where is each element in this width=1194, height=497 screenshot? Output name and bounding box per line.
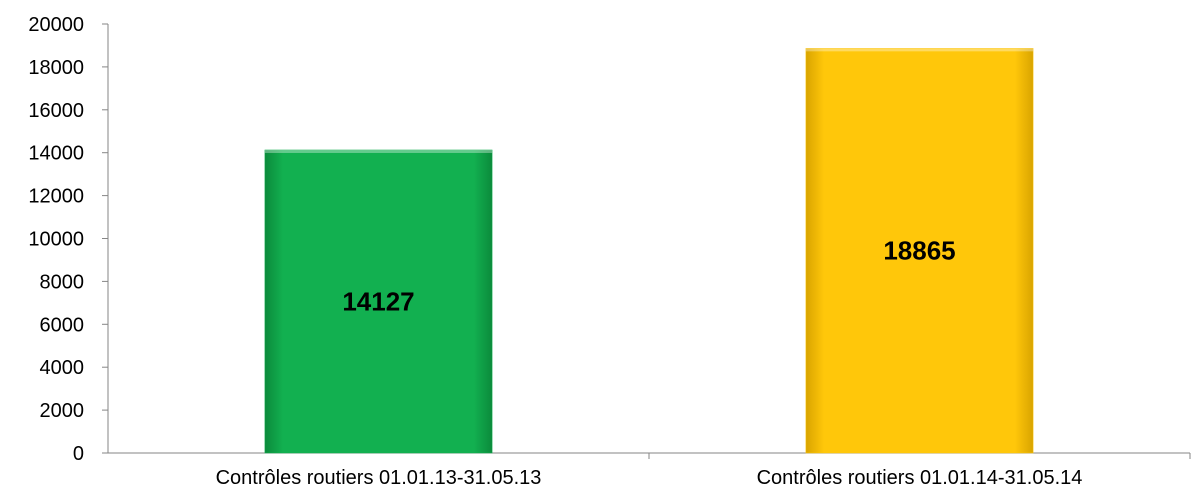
data-label-2: 18865 xyxy=(883,236,955,266)
y-tick-label: 12000 xyxy=(28,186,84,208)
axes: 0 2000 4000 6000 8000 10000 12000 14000 16000 180… xyxy=(28,14,1191,465)
y-tick-label: 10000 xyxy=(28,229,84,251)
y-tick-label: 18000 xyxy=(28,57,84,79)
y-tick-label: 2000 xyxy=(40,400,85,422)
y-tick-label: 6000 xyxy=(40,314,85,336)
y-tick-label: 20000 xyxy=(28,14,84,36)
y-tick-label: 16000 xyxy=(28,100,84,122)
x-category-label-2: Contrôles routiers 01.01.14-31.05.14 xyxy=(757,467,1083,489)
x-category-label-1: Contrôles routiers 01.01.13-31.05.13 xyxy=(216,467,542,489)
bar-1 xyxy=(264,149,493,454)
labels: 14127 Contrôles routiers 01.01.13-31.05.1… xyxy=(216,236,1083,489)
bar-2 xyxy=(805,48,1034,454)
y-tick-label: 14000 xyxy=(28,143,84,165)
y-tick-label: 0 xyxy=(73,443,84,465)
bar-2-highlight xyxy=(805,48,1034,52)
data-label-1: 14127 xyxy=(342,286,414,316)
y-tick-label: 8000 xyxy=(40,271,85,293)
y-tick-label: 4000 xyxy=(40,357,85,379)
bar-1-highlight xyxy=(264,149,493,153)
bars xyxy=(264,48,1034,454)
